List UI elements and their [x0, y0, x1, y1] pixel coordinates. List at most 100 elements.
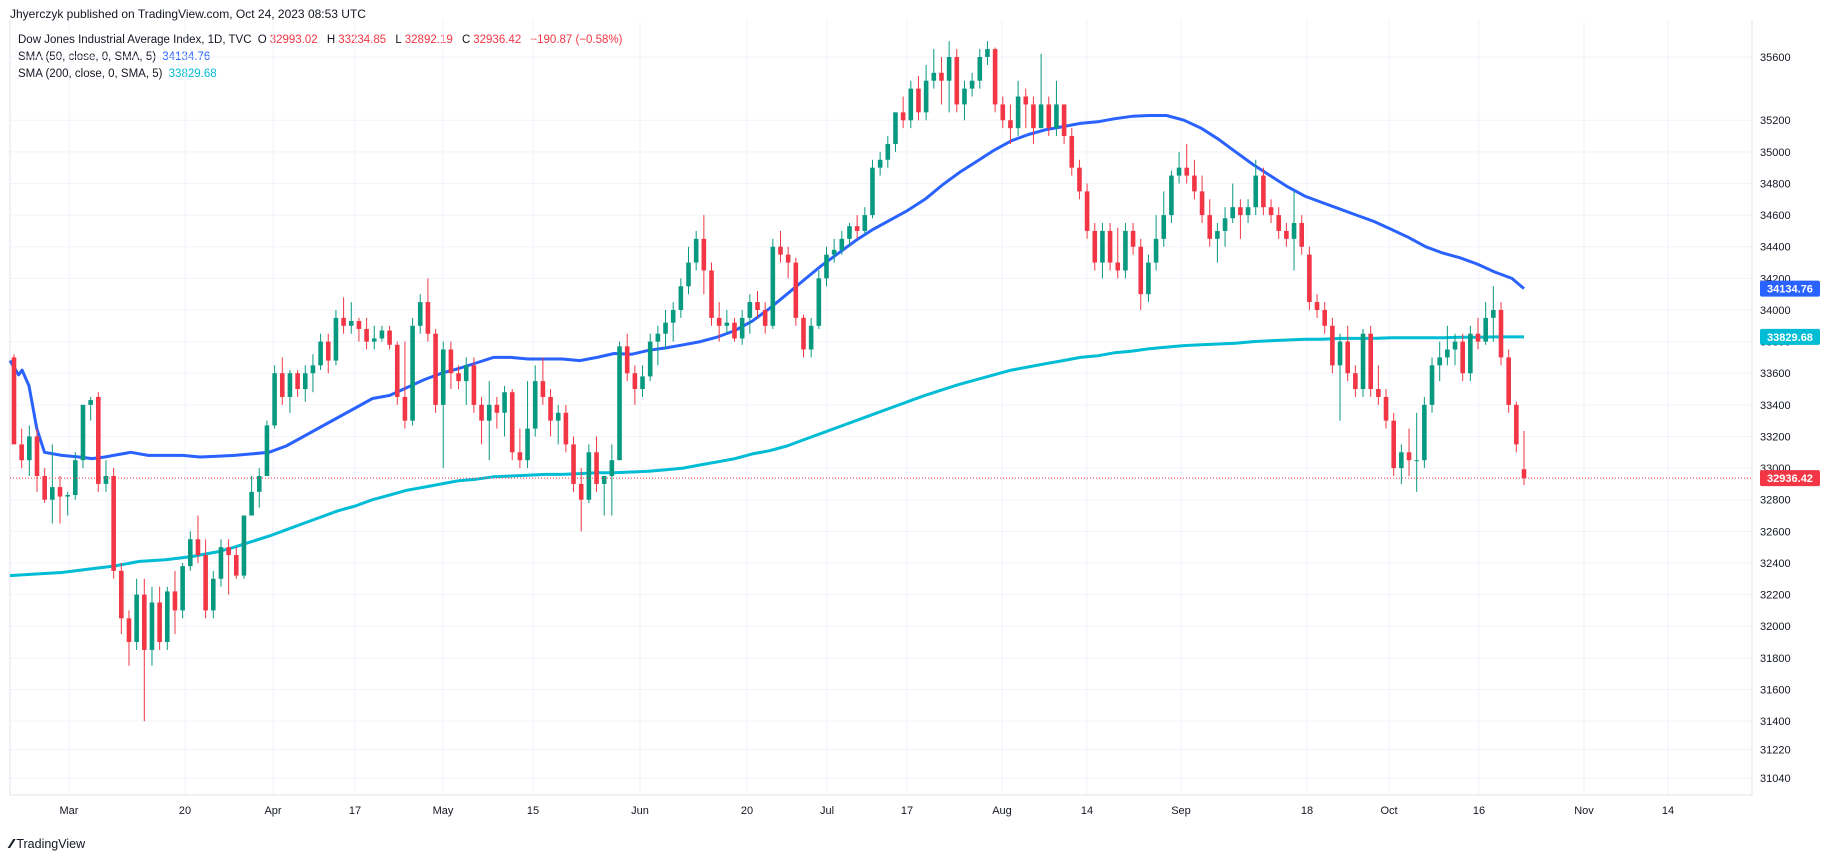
- candle-body: [302, 373, 308, 390]
- x-tick-label: 20: [741, 805, 753, 817]
- candle-down: [364, 317, 369, 350]
- candle-down: [992, 47, 998, 113]
- candle-body: [88, 400, 93, 405]
- candle-body: [463, 365, 469, 382]
- candle-body: [900, 112, 906, 121]
- candle-body: [157, 602, 162, 643]
- price-badge: 34134.76: [1760, 280, 1820, 297]
- candle-up: [1437, 341, 1442, 382]
- candle-body: [1008, 120, 1013, 129]
- candle-down: [548, 389, 553, 437]
- candle-body: [578, 483, 584, 500]
- price-badge-label: 33829.68: [1767, 332, 1813, 344]
- candle-body: [1291, 223, 1297, 239]
- candle-up: [256, 468, 262, 508]
- candle-body: [165, 591, 170, 643]
- legend-sma200-value: 33829.68: [168, 68, 217, 80]
- candle-body: [548, 396, 553, 421]
- candle-down: [1345, 325, 1351, 382]
- candle-body: [333, 317, 339, 361]
- candle-body: [134, 594, 139, 643]
- y-axis[interactable]: 31040 31220 31400 31600 31800 32000 32200 32400…: [1760, 52, 1791, 785]
- candle-up: [1176, 151, 1182, 184]
- legend-sma200[interactable]: SMA (200, close, 0, SMA, 5) 33829.68: [18, 68, 220, 80]
- x-tick-label: Jul: [820, 805, 834, 817]
- y-tick-label: 32800: [1760, 495, 1791, 507]
- sma200-layer: [9, 335, 1524, 578]
- legend-close-value: 32936.42: [473, 34, 522, 46]
- candle-up: [724, 309, 730, 334]
- candle-body: [1314, 302, 1320, 310]
- x-tick-label: 14: [1662, 805, 1674, 817]
- candle-up: [149, 586, 155, 666]
- x-tick-label: 17: [901, 805, 913, 817]
- candle-down: [854, 215, 860, 239]
- candle-body: [479, 404, 484, 421]
- candle-down: [701, 215, 707, 295]
- candle-body: [1107, 230, 1113, 263]
- price-badge-bg: [1760, 280, 1820, 297]
- legend-symbol[interactable]: Dow Jones Industrial Average Index, 1D, …: [18, 34, 252, 46]
- candle-body: [1130, 230, 1136, 247]
- candle-up: [962, 80, 967, 121]
- candle-down: [494, 396, 500, 429]
- candle-body: [770, 246, 776, 326]
- candle-body: [73, 460, 78, 495]
- candle-up: [693, 230, 699, 271]
- candle-down: [1475, 317, 1481, 350]
- candle-down: [233, 547, 239, 579]
- candle-down: [1391, 412, 1396, 477]
- candle-body: [1437, 357, 1442, 366]
- candle-down: [325, 333, 331, 374]
- candle-body: [1061, 104, 1067, 137]
- candle-down: [1115, 227, 1121, 279]
- candle-down: [1084, 183, 1090, 239]
- candle-down: [11, 354, 17, 445]
- candle-body: [1261, 175, 1266, 208]
- candle-down: [1514, 401, 1519, 453]
- candle-up: [73, 452, 78, 500]
- candle-up: [1230, 183, 1236, 224]
- candle-body: [1322, 309, 1328, 326]
- candle-body: [1514, 404, 1519, 445]
- candle-body: [318, 341, 323, 366]
- candle-down: [111, 468, 116, 579]
- candle-body: [287, 373, 293, 397]
- candle-up: [287, 370, 293, 413]
- x-axis[interactable]: Mar 20 Apr 17 May 15 Jun 20 Jul 17 Aug 14 Sep 18 Oct 16…: [60, 805, 1675, 817]
- y-tick-label: 33600: [1760, 368, 1791, 380]
- candle-down: [785, 246, 791, 279]
- price-badge-label: 34134.76: [1767, 284, 1813, 296]
- x-tick-label: 14: [1081, 805, 1093, 817]
- candle-body: [992, 49, 998, 105]
- candle-down: [1330, 317, 1335, 374]
- x-tick-label: Jun: [631, 805, 649, 817]
- x-tick-label: Aug: [992, 805, 1012, 817]
- legend-high-value: 33234.85: [338, 34, 387, 46]
- x-tick-label: Apr: [264, 805, 281, 817]
- candle-body: [149, 602, 155, 650]
- candle-down: [96, 392, 101, 492]
- tradingview-logo-text: TradingView: [16, 836, 86, 851]
- candle-body: [1483, 317, 1488, 342]
- y-tick-label: 32600: [1760, 526, 1791, 538]
- candle-down: [433, 328, 438, 413]
- candle-up: [770, 238, 776, 329]
- tradingview-logo[interactable]: ⁄⁄ TradingView: [10, 836, 85, 851]
- candle-up: [1153, 215, 1159, 271]
- candle-down: [1184, 143, 1190, 184]
- candle-body: [1498, 309, 1504, 358]
- candle-down: [157, 586, 162, 650]
- candles: [11, 41, 1527, 722]
- candle-up: [27, 425, 32, 477]
- candle-body: [985, 49, 990, 57]
- candle-body: [119, 570, 124, 619]
- candle-down: [732, 317, 737, 342]
- candle-body: [885, 143, 891, 160]
- candle-down: [1061, 104, 1067, 144]
- candle-up: [1253, 159, 1259, 216]
- candle-body: [1406, 452, 1412, 461]
- candle-body: [1069, 136, 1075, 168]
- candle-body: [27, 436, 32, 461]
